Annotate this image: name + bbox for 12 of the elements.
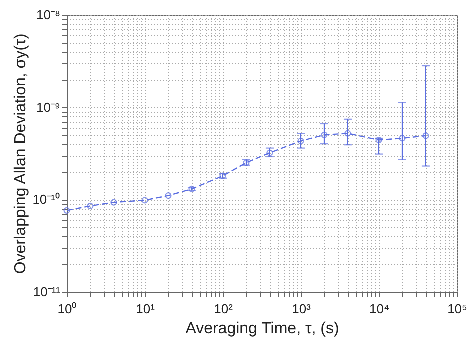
x-tick-label: 10⁵: [448, 302, 468, 316]
x-tick-label: 10²: [214, 302, 234, 316]
y-tick-label: 10⁻¹¹: [33, 284, 62, 300]
y-tick-label: 10⁻⁸: [36, 8, 60, 22]
x-tick-label: 10⁴: [369, 302, 390, 316]
x-tick-label: 10³: [292, 302, 312, 316]
x-tick-label: 10⁰: [58, 302, 78, 316]
x-axis-title: Averaging Time, τ, (s): [186, 320, 340, 338]
y-axis-title: Overlapping Allan Deviation, σy(τ): [12, 34, 30, 274]
y-tick-label: 10⁻¹⁰: [32, 192, 60, 208]
x-tick-label: 10¹: [136, 302, 156, 316]
y-tick-label: 10⁻⁹: [36, 100, 60, 115]
